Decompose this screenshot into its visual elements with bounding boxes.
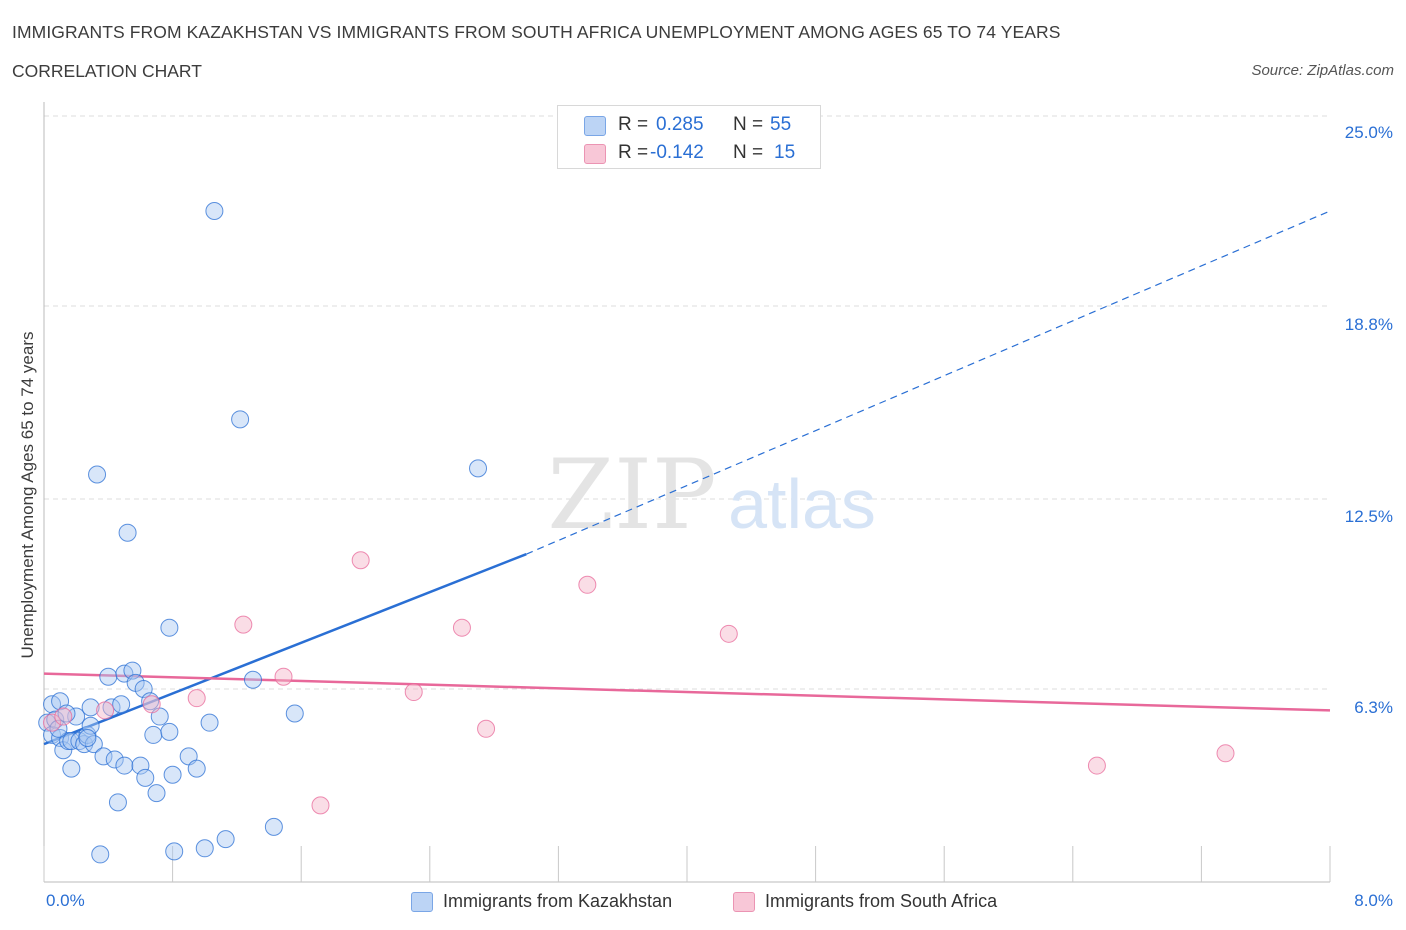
correlation-legend: R = 0.285 N = 55 R = -0.142 N = 15 (557, 105, 821, 169)
legend-n-value: 55 (770, 114, 792, 135)
trend-line-south-africa (43, 672, 1331, 712)
data-point-south-africa (578, 575, 597, 594)
legend-r-label: R = (618, 114, 649, 135)
data-point-kazakhstan (62, 759, 81, 778)
data-point-kazakhstan (264, 817, 283, 836)
data-point-kazakhstan (163, 765, 182, 784)
data-point-kazakhstan (216, 830, 235, 849)
data-point-kazakhstan (81, 698, 100, 717)
data-point-kazakhstan (136, 768, 155, 787)
legend-r-value: -0.142 (650, 142, 704, 163)
data-point-kazakhstan (115, 756, 134, 775)
data-point-south-africa (477, 719, 496, 738)
data-point-kazakhstan (195, 839, 214, 858)
legend-swatch-pink (733, 892, 755, 912)
data-point-kazakhstan (187, 759, 206, 778)
legend-n-label: N = (733, 114, 764, 135)
legend-n-value: 15 (774, 142, 796, 163)
data-point-kazakhstan (112, 695, 131, 714)
data-point-kazakhstan (147, 784, 166, 803)
data-point-kazakhstan (99, 667, 118, 686)
data-point-kazakhstan (469, 459, 488, 478)
data-point-kazakhstan (205, 201, 224, 220)
data-point-south-africa (351, 551, 370, 570)
data-point-kazakhstan (91, 845, 110, 864)
data-point-south-africa (54, 707, 73, 726)
data-points (38, 201, 1235, 864)
legend-swatch-blue (411, 892, 433, 912)
data-point-south-africa (1216, 744, 1235, 763)
watermark: ZIP atlas (547, 439, 876, 551)
data-point-south-africa (234, 615, 253, 634)
data-point-south-africa (719, 624, 738, 643)
legend-r-value: 0.285 (656, 114, 704, 135)
legend-label: Immigrants from South Africa (765, 891, 998, 911)
data-point-kazakhstan (105, 750, 124, 769)
data-point-south-africa (311, 796, 330, 815)
y-tick-label: 6.3% (1354, 698, 1393, 717)
data-point-kazakhstan (144, 725, 163, 744)
data-point-kazakhstan (88, 465, 107, 484)
y-axis-label: Unemployment Among Ages 65 to 74 years (18, 331, 37, 659)
legend-r-label: R = (618, 142, 649, 163)
data-point-south-africa (452, 618, 471, 637)
data-point-kazakhstan (160, 722, 179, 741)
data-point-kazakhstan (141, 692, 160, 711)
source-label: Source: ZipAtlas.com (1251, 62, 1394, 79)
x-tick-label-min: 0.0% (46, 891, 85, 910)
legend-label: Immigrants from Kazakhstan (443, 891, 673, 911)
data-point-south-africa (1087, 756, 1106, 775)
data-point-kazakhstan (94, 747, 113, 766)
legend-swatch-blue (584, 116, 606, 136)
y-tick-label: 18.8% (1344, 315, 1393, 334)
data-point-south-africa (96, 701, 115, 720)
data-point-kazakhstan (243, 670, 262, 689)
y-tick-label: 12.5% (1344, 507, 1393, 526)
data-point-kazakhstan (165, 842, 184, 861)
watermark-atlas: atlas (728, 465, 876, 543)
data-point-kazakhstan (118, 523, 137, 542)
data-point-south-africa (187, 689, 206, 708)
legend-swatch-pink (584, 144, 606, 164)
data-point-kazakhstan (200, 713, 219, 732)
trend-line-kazakhstan-extension (526, 210, 1331, 555)
grid (44, 115, 1330, 690)
y-tick-label: 25.0% (1344, 123, 1393, 142)
data-point-south-africa (142, 695, 161, 714)
data-point-kazakhstan (108, 793, 127, 812)
x-tick-label-max: 8.0% (1354, 891, 1393, 910)
data-point-kazakhstan (57, 704, 76, 723)
data-point-kazakhstan (78, 728, 97, 747)
data-point-kazakhstan (231, 410, 250, 429)
watermark-zip: ZIP (547, 439, 716, 551)
trend-line-kazakhstan (43, 552, 527, 746)
data-point-kazakhstan (67, 707, 86, 726)
axes (43, 102, 1331, 883)
data-point-south-africa (404, 683, 423, 702)
legend-n-label: N = (733, 142, 764, 163)
data-point-south-africa (43, 713, 62, 732)
chart-title: IMMIGRANTS FROM KAZAKHSTAN VS IMMIGRANTS… (12, 22, 1061, 42)
data-point-south-africa (274, 667, 293, 686)
data-point-kazakhstan (285, 704, 304, 723)
data-point-kazakhstan (160, 618, 179, 637)
chart-subtitle: CORRELATION CHART (12, 61, 202, 81)
